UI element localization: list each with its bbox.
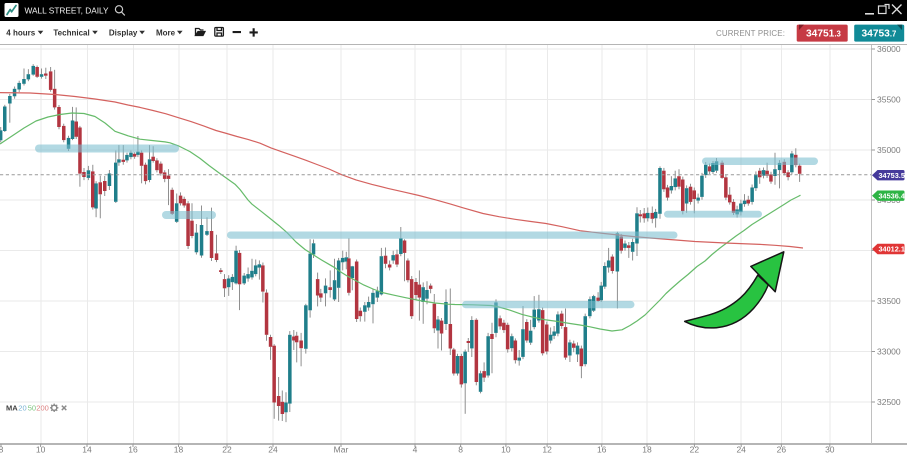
svg-text:32500: 32500 (877, 397, 901, 407)
svg-text:12: 12 (542, 445, 552, 455)
svg-text:34751.3: 34751.3 (806, 28, 842, 39)
svg-text:34753.5: 34753.5 (879, 171, 905, 180)
svg-text:Mar: Mar (334, 445, 349, 455)
svg-text:18: 18 (174, 445, 184, 455)
svg-text:35500: 35500 (877, 95, 901, 105)
svg-text:24: 24 (736, 445, 746, 455)
svg-text:34753.7: 34753.7 (862, 28, 897, 39)
svg-text:4: 4 (413, 445, 418, 455)
svg-text:MA: MA (6, 404, 18, 413)
svg-text:30: 30 (825, 445, 835, 455)
svg-text:33500: 33500 (877, 296, 901, 306)
svg-text:22: 22 (222, 445, 232, 455)
svg-text:18: 18 (642, 445, 652, 455)
svg-text:14: 14 (82, 445, 92, 455)
svg-text:CURRENT PRICE:: CURRENT PRICE: (716, 29, 785, 38)
svg-text:16: 16 (597, 445, 607, 455)
svg-text:10: 10 (501, 445, 511, 455)
svg-text:24: 24 (268, 445, 278, 455)
svg-text:8: 8 (458, 445, 463, 455)
svg-text:10: 10 (36, 445, 46, 455)
svg-text:36000: 36000 (877, 44, 901, 54)
svg-text:Display: Display (109, 29, 138, 38)
svg-text:4 hours: 4 hours (6, 29, 35, 38)
svg-text:Technical: Technical (53, 29, 89, 38)
svg-text:200: 200 (36, 404, 49, 413)
svg-text:16: 16 (128, 445, 138, 455)
svg-text:35000: 35000 (877, 145, 901, 155)
svg-text:20: 20 (18, 404, 26, 413)
svg-text:26: 26 (777, 445, 787, 455)
svg-text:22: 22 (690, 445, 700, 455)
svg-text:33000: 33000 (877, 347, 901, 357)
svg-text:34012.1: 34012.1 (879, 245, 905, 254)
svg-text:8: 8 (0, 445, 4, 455)
svg-text:More: More (156, 29, 176, 38)
svg-text:34536.4: 34536.4 (879, 191, 906, 200)
svg-text:50: 50 (28, 404, 36, 413)
svg-text:WALL STREET, DAILY: WALL STREET, DAILY (25, 5, 110, 15)
